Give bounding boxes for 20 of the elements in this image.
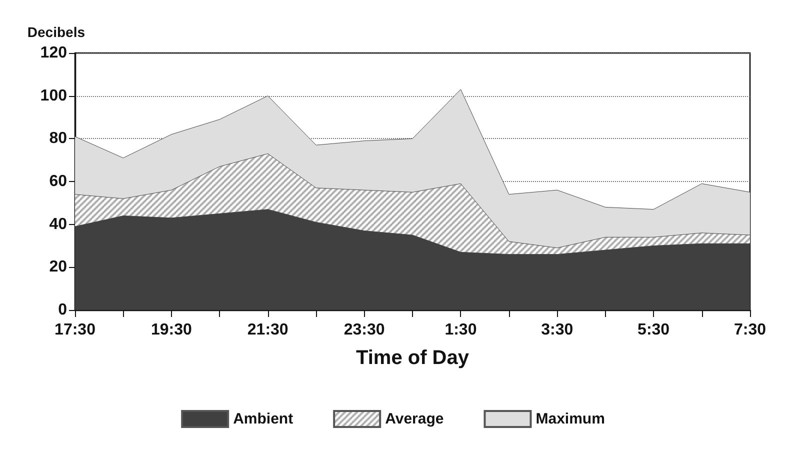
y-tick-label: 80	[49, 130, 68, 148]
y-tick-label: 20	[49, 258, 68, 276]
legend-label: Average	[385, 410, 444, 428]
y-tick-label: 100	[40, 87, 68, 104]
x-tick-label: 7:30	[734, 322, 766, 338]
x-tick-label: 17:30	[54, 322, 96, 338]
y-tick-label: 120	[40, 44, 68, 62]
x-tick-label: 19:30	[150, 322, 192, 338]
x-tick-label: 1:30	[444, 322, 477, 338]
y-tick-label: 60	[49, 173, 68, 190]
legend-label: Ambient	[233, 410, 294, 428]
y-axis-title: Decibels	[27, 24, 86, 40]
x-axis-title: Time of Day	[356, 347, 470, 369]
x-tick-label: 5:30	[638, 322, 670, 338]
x-tick-label: 21:30	[247, 322, 288, 338]
y-tick-label: 40	[49, 216, 68, 233]
y-tick-label: 0	[58, 302, 68, 318]
legend-label: Maximum	[536, 410, 605, 428]
x-tick-label: 3:30	[541, 322, 574, 338]
x-tick-label: 23:30	[344, 322, 385, 338]
